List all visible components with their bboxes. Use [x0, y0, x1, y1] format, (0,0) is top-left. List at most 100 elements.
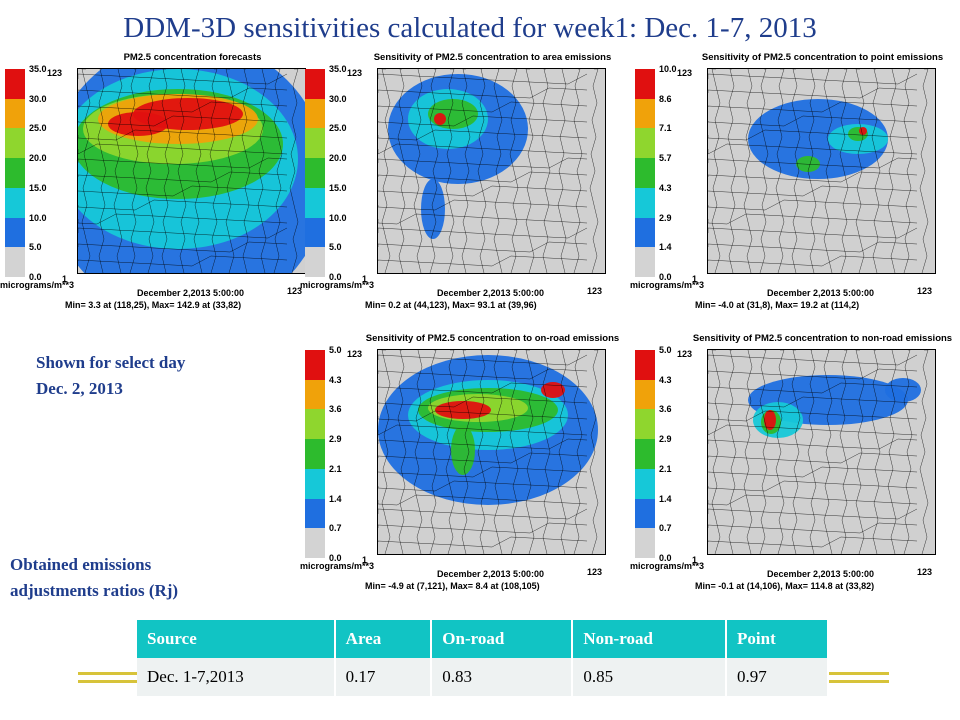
panel-title: PM2.5 concentration forecasts: [123, 52, 262, 63]
select-day-line1: Shown for select day: [36, 353, 186, 372]
colorbar-tick-label: 35.0: [329, 64, 347, 74]
colorbar-tick-label: 0.0: [659, 272, 672, 282]
heatmap-blob: [764, 410, 776, 430]
colorbar-tick-label: 7.1: [659, 123, 672, 134]
colorbar-segment: [305, 439, 325, 469]
heatmap-map: [77, 68, 306, 274]
colorbar-segment: [305, 217, 325, 248]
colorbar-tick-label: 2.1: [329, 463, 342, 474]
colorbar-tick-label: 1.4: [659, 242, 672, 253]
colorbar-segment: [635, 528, 655, 558]
table-row: Dec. 1-7,2013 0.17 0.83 0.85 0.97: [137, 658, 829, 696]
colorbar-tick-label: 30.0: [329, 93, 347, 104]
colorbar: [5, 69, 25, 277]
grid-label-x1: 1: [362, 274, 368, 284]
county-boundaries: [378, 69, 599, 273]
colorbar-segment: [635, 350, 655, 380]
colorbar-tick-label: 2.9: [329, 434, 342, 445]
colorbar-tick-label: 35.0: [29, 64, 47, 74]
grid-label-top: 123: [47, 68, 63, 78]
colorbar-segment: [305, 498, 325, 529]
grid-label-top: 123: [677, 68, 693, 78]
colorbar-segment: [305, 379, 325, 410]
colorbar-tick-label: 5.0: [29, 242, 42, 253]
grid-label-top: 123: [347, 349, 363, 359]
area-emissions-panel: Sensitivity of PM2.5 concentration to ar…: [300, 52, 620, 332]
heatmap-blob: [796, 156, 820, 172]
date-label: December 2,2013 5:00:00: [766, 288, 875, 298]
colorbar-segment: [305, 98, 325, 129]
pm25-forecast-panel: PM2.5 concentration forecasts 123 1 123 …: [0, 52, 320, 332]
colorbar-tick-label: 2.1: [659, 463, 672, 474]
heatmap-map: [377, 349, 606, 555]
colorbar-segment: [635, 187, 655, 218]
date-label: December 2,2013 5:00:00: [136, 288, 245, 298]
colorbar-tick-label: 1.4: [659, 493, 672, 504]
colorbar-segment: [305, 158, 325, 188]
county-boundaries: [78, 69, 299, 273]
panel-title: Sensitivity of PM2.5 concentration to ar…: [373, 52, 612, 63]
colorbar-tick-label: 0.0: [29, 272, 42, 282]
colorbar-segment: [5, 187, 25, 218]
colorbar-tick-label: 15.0: [329, 182, 347, 193]
county-boundaries: [708, 350, 929, 554]
decorative-stripe-left: [78, 672, 138, 675]
colorbar-segment: [5, 217, 25, 248]
minmax-label: Min= 0.2 at (44,123), Max= 93.1 at (39,9…: [365, 300, 537, 310]
colorbar-tick-label: 3.6: [329, 404, 342, 415]
column-header: Non-road: [572, 620, 728, 658]
heatmap-blob: [108, 112, 168, 136]
minmax-label: Min= -4.0 at (31,8), Max= 19.2 at (114,2…: [695, 300, 860, 310]
minmax-label: Min= -4.9 at (7,121), Max= 8.4 at (108,1…: [365, 581, 540, 591]
colorbar: [635, 69, 655, 277]
colorbar-tick-label: 25.0: [29, 123, 47, 134]
colorbar: [635, 350, 655, 558]
decorative-stripe-left: [78, 680, 138, 683]
ratios-line2: adjustments ratios (Rj): [10, 581, 179, 600]
ratios-line1: Obtained emissions: [10, 555, 152, 574]
heatmap-blob: [859, 127, 867, 135]
grid-label-x1: 1: [692, 274, 698, 284]
colorbar-segment: [5, 69, 25, 99]
colorbar-segment: [305, 69, 325, 99]
colorbar-tick-label: 5.0: [659, 345, 672, 355]
colorbar-segment: [635, 128, 655, 159]
colorbar-segment: [305, 187, 325, 218]
colorbar-segment: [5, 128, 25, 159]
heatmap-map: [377, 68, 606, 274]
units-label: micrograms/m**3: [300, 561, 375, 571]
colorbar-tick-label: 5.7: [659, 153, 672, 164]
colorbar-tick-label: 0.7: [329, 523, 342, 534]
colorbar-segment: [635, 98, 655, 129]
colorbar-tick-label: 5.0: [329, 345, 342, 355]
colorbar-segment: [305, 350, 325, 380]
colorbar-segment: [5, 98, 25, 129]
heatmap-blob: [748, 99, 888, 179]
column-header: On-road: [431, 620, 574, 658]
colorbar-tick-label: 2.9: [659, 434, 672, 445]
colorbar-tick-label: 0.7: [659, 523, 672, 534]
colorbar-tick-label: 5.0: [329, 242, 342, 253]
colorbar-segment: [5, 158, 25, 188]
colorbar-tick-label: 0.0: [329, 272, 342, 282]
colorbar-tick-label: 8.6: [659, 93, 672, 104]
panel-title: Sensitivity of PM2.5 concentration to po…: [701, 52, 944, 63]
county-boundaries: [708, 69, 929, 273]
slide-title: DDM-3D sensitivities calculated for week…: [123, 12, 817, 44]
colorbar-segment: [635, 69, 655, 99]
colorbar-tick-label: 30.0: [29, 93, 47, 104]
grid-label-xend: 123: [587, 567, 603, 577]
grid-label-top: 123: [347, 68, 363, 78]
minmax-label: Min= 3.3 at (118,25), Max= 142.9 at (33,…: [65, 300, 242, 310]
colorbar-tick-label: 4.3: [659, 374, 672, 385]
ratios-table: Source Area On-road Non-road Point Dec. …: [137, 620, 829, 696]
colorbar-segment: [5, 247, 25, 277]
column-header: Source: [137, 620, 336, 658]
colorbar-tick-label: 10.0: [329, 212, 347, 223]
colorbar-tick-label: 10.0: [29, 212, 47, 223]
grid-label-top: 123: [677, 349, 693, 359]
table-cell: 0.83: [431, 658, 574, 696]
select-day-line2: Dec. 2, 2013: [36, 379, 123, 398]
select-day-note: Shown for select day Dec. 2, 2013: [36, 350, 185, 402]
grid-label-xend: 123: [917, 567, 933, 577]
